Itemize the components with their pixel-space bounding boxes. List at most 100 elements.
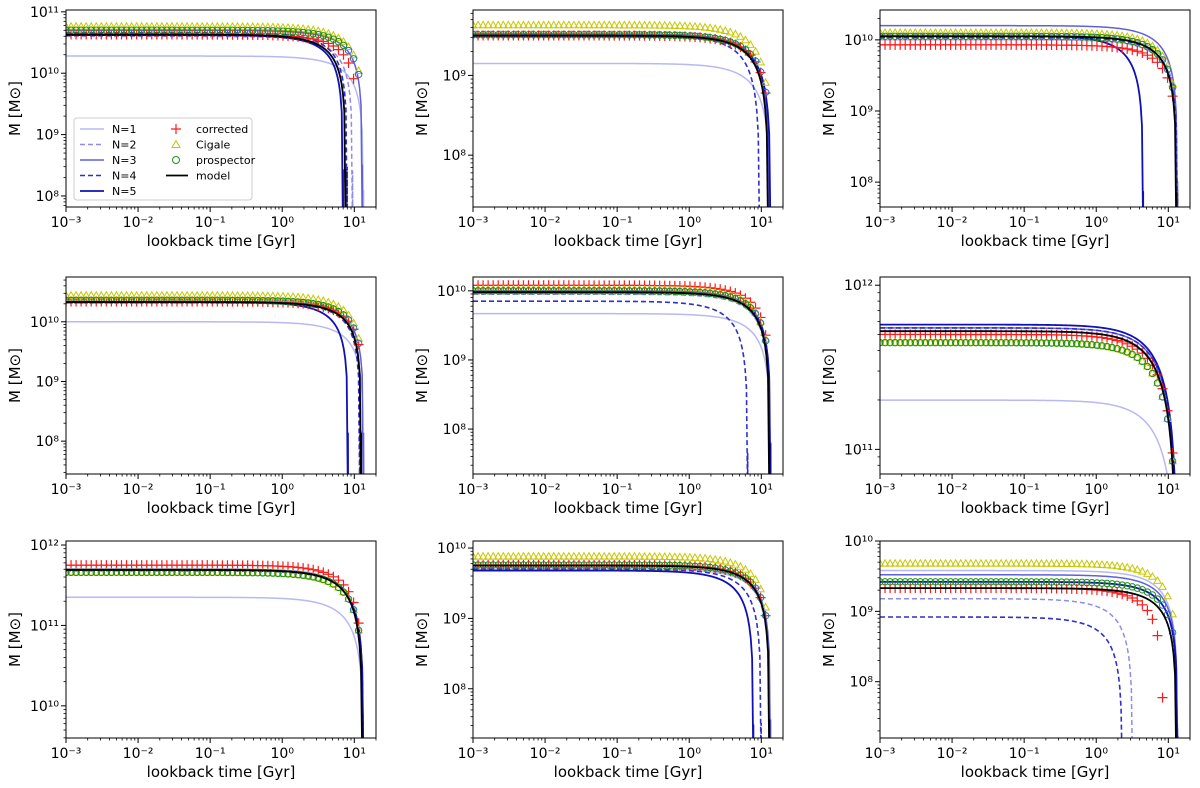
- panel-5-prospector-point-42: [681, 287, 689, 296]
- panel-1-corrected-point-54: [333, 44, 344, 55]
- panel-9-corrected-point-50: [1127, 593, 1138, 604]
- panel-7-x-tick-label: 10⁻²: [123, 746, 154, 762]
- panel-4-line-N1: [66, 321, 365, 474]
- panel-1-cigale-point-12: [122, 21, 131, 30]
- panel-2-cigale-point-16: [549, 20, 559, 29]
- panel-9-prospector-point-24: [997, 578, 1005, 586]
- panel-9-cigale-point-34: [1047, 558, 1056, 567]
- panel-6-prospector-point-46: [1108, 343, 1116, 352]
- panel-1-cigale-point-49: [308, 25, 318, 34]
- panel-8-cigale-point-23: [584, 551, 594, 560]
- panel-9-cigale-point-5: [900, 558, 910, 567]
- panel-6-prospector-point-43: [1093, 341, 1101, 349]
- panel-2-cigale-point-45: [695, 22, 705, 31]
- panel-1-cigale-point-29: [207, 21, 217, 30]
- panel-7-x-tick-label: 10⁻³: [51, 746, 82, 762]
- panel-4-cigale-point-41: [268, 291, 278, 300]
- panel-1-cigale-point-21: [167, 21, 177, 30]
- panel-4-line-model: [66, 301, 363, 474]
- panel-6-prospector-point-31: [1032, 339, 1041, 347]
- panel-5-y-axis-label: M [M⊙]: [413, 348, 431, 403]
- panel-4-cigale-point-17: [147, 290, 157, 299]
- legend-label-N1: N=1: [112, 123, 136, 136]
- panel-8-cigale-point-49: [715, 555, 725, 564]
- panel-6-prospector-point-36: [1057, 339, 1066, 347]
- panel-4-prospector-point-40: [264, 297, 272, 305]
- panel-4-cigale-point-40: [263, 291, 273, 300]
- panel-6-prospector-point-16: [957, 338, 965, 347]
- panel-8-cigale-point-9: [513, 551, 523, 560]
- panel-9-prospector-point-48: [1118, 581, 1126, 589]
- panel-9-prospector-point-8: [916, 578, 925, 586]
- panel-1-prospector-point-35: [238, 26, 247, 35]
- panel-1-corrected-point-55: [338, 49, 349, 60]
- panel-4-cigale-point-25: [187, 290, 197, 299]
- panel-3-x-tick-label: 10⁻³: [865, 215, 896, 231]
- panel-8-cigale-point-58: [761, 602, 771, 611]
- panel-3-cigale-point-44: [1097, 29, 1107, 38]
- panel-4-prospector-point-17: [148, 296, 156, 304]
- panel-9-plot-area: [880, 558, 1179, 738]
- panel-8-cigale-point-22: [579, 551, 589, 560]
- panel-1-cigale-point-41: [268, 22, 278, 31]
- panel-5-y-tick-label: 10⁹: [443, 353, 467, 369]
- panel-2-cigale-point-42: [680, 21, 690, 30]
- panel-3-cigale-point-45: [1102, 29, 1112, 38]
- panel-2-cigale-point-7: [503, 20, 513, 29]
- panel-8-x-axis: 10⁻³ 10⁻² 10⁻¹ 10⁰ 10¹: [458, 738, 784, 762]
- panel-7-cigale-point-56: [344, 594, 353, 603]
- panel-1-cigale-point-47: [298, 23, 308, 32]
- panel-5-prospector-point-28: [610, 287, 618, 295]
- panel-8-line-model: [473, 564, 771, 738]
- panel-4-cigale-point-32: [222, 290, 232, 299]
- panel-7-x-axis: 10⁻³ 10⁻² 10⁻¹ 10⁰ 10¹: [51, 738, 377, 762]
- panel-4-prospector-point-43: [279, 297, 287, 305]
- panel-2-cigale-point-54: [740, 35, 750, 44]
- panel-1-cigale-point-3: [76, 21, 86, 30]
- panel-9-prospector-point-56: [1158, 601, 1167, 609]
- panel-8-line-N5: [473, 569, 755, 738]
- panel-9-cigale-point-47: [1112, 561, 1122, 570]
- panel-1-line-model: [66, 33, 347, 207]
- panel-4-cigale-point-47: [298, 292, 308, 301]
- panel-1-x-axis-label: lookback time [Gyr]: [147, 232, 296, 250]
- panel-1-prospector-point-29: [208, 26, 217, 35]
- panel-7-prospector-point-56: [344, 595, 353, 603]
- panel-9-corrected-point-53: [1142, 605, 1153, 616]
- panel-8-x-axis-label: lookback time [Gyr]: [554, 763, 703, 781]
- panel-8-cigale-point-18: [559, 551, 569, 560]
- panel-1-prospector-point-18: [153, 26, 161, 34]
- panel-1-prospector-point-8: [102, 26, 111, 34]
- panel-3-cigale-point-1: [880, 27, 890, 36]
- panel-1-prospector-point-34: [233, 26, 242, 35]
- panel-6-prospector-point-41: [1083, 340, 1091, 349]
- panel-8-cigale-point-29: [614, 551, 624, 560]
- panel-4-cigale-point-29: [207, 290, 217, 299]
- panel-4-cigale-point-43: [278, 291, 288, 300]
- legend-label-corrected: corrected: [196, 123, 248, 136]
- panel-6-line-model: [880, 330, 1174, 474]
- panel-1-cigale-point-11: [117, 21, 126, 30]
- panel-5-prospector-point-36: [650, 287, 659, 295]
- panel-1-y-axis-label: M [M⊙]: [6, 81, 24, 136]
- panel-3-cigale-point-28: [1016, 27, 1026, 36]
- panel-8-cigale-point-33: [635, 551, 644, 560]
- panel-3-cigale-point-47: [1112, 30, 1122, 39]
- panel-5-line-N1: [473, 312, 772, 474]
- panel-9-cigale-point-36: [1057, 558, 1067, 567]
- panel-2-cigale-point-0: [473, 20, 478, 29]
- panel-5-prospector-point-13: [534, 287, 543, 295]
- panel-5-prospector-point-22: [580, 287, 588, 295]
- panel-5-y-axis: 10⁸ 10⁹ 10¹⁰: [437, 284, 473, 466]
- panel-3-cigale-point-5: [900, 27, 910, 36]
- panel-9-markers-cigale: [880, 558, 1178, 618]
- panel-2-cigale-point-8: [508, 20, 518, 29]
- panel-1-x-tick-label: 10⁰: [271, 215, 295, 231]
- panel-4-cigale-point-7: [96, 290, 106, 299]
- panel-6-prospector-point-32: [1037, 339, 1046, 347]
- panel-1-prospector-point-30: [213, 26, 222, 35]
- panel-2-cigale-point-56: [751, 46, 760, 55]
- panel-4-cigale-point-11: [117, 290, 126, 299]
- panel-3-corrected-point-53: [1142, 50, 1153, 61]
- panel-1-x-tick-label: 10¹: [343, 215, 366, 231]
